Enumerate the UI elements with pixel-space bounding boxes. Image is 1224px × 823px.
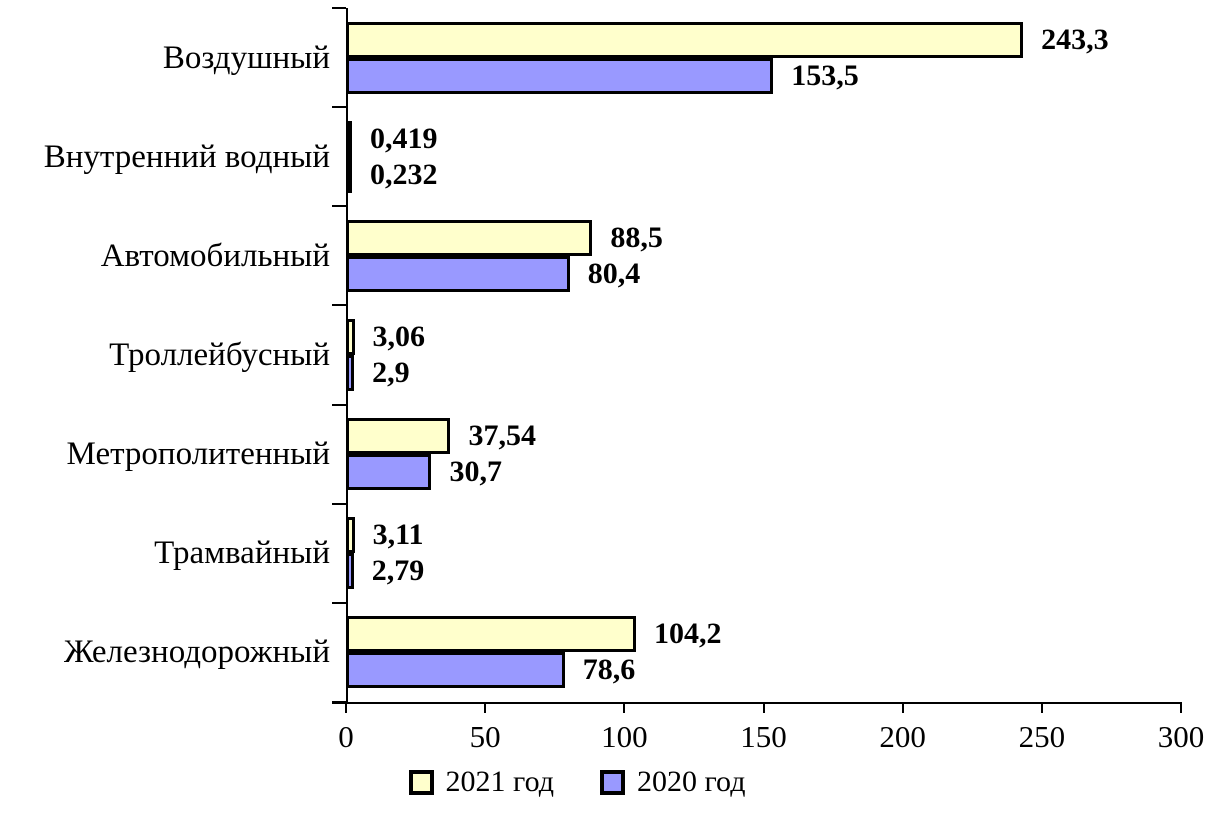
value-label: 80,4 bbox=[587, 256, 641, 290]
x-axis-tick bbox=[345, 702, 347, 713]
category-label: Трамвайный bbox=[154, 535, 330, 572]
category-label: Троллейбусный bbox=[109, 337, 330, 373]
y-axis-tick bbox=[332, 7, 346, 9]
category-label: Метрополитенный bbox=[66, 436, 330, 473]
legend-item: 2020 год bbox=[600, 766, 745, 798]
x-tick-label: 250 bbox=[1018, 719, 1066, 754]
bar-2020-год bbox=[346, 156, 352, 193]
x-tick-label: 0 bbox=[338, 719, 354, 754]
x-axis-tick bbox=[484, 702, 487, 713]
x-axis-tick bbox=[901, 702, 904, 713]
bar-2020-год bbox=[346, 454, 432, 491]
x-axis-tick bbox=[762, 702, 765, 713]
legend: 2021 год 2020 год bbox=[0, 766, 1154, 798]
x-axis-tick bbox=[623, 702, 626, 713]
bar-2020-год bbox=[346, 355, 355, 391]
bar-2020-год bbox=[346, 652, 565, 689]
legend-label: 2021 год bbox=[445, 765, 554, 798]
value-label: 78,6 bbox=[582, 653, 636, 687]
bar-2021-год bbox=[346, 616, 637, 653]
bar-2020-год bbox=[346, 57, 774, 94]
value-label: 153,5 bbox=[791, 58, 859, 92]
value-label: 3,06 bbox=[372, 320, 426, 353]
x-tick-label: 300 bbox=[1157, 719, 1205, 754]
value-label: 0,232 bbox=[370, 157, 438, 191]
x-tick-label: 200 bbox=[879, 719, 926, 754]
legend-swatch-icon bbox=[600, 769, 625, 795]
bar-2021-год bbox=[346, 21, 1024, 58]
legend-swatch-icon bbox=[408, 769, 434, 795]
value-label: 0,419 bbox=[370, 121, 438, 155]
value-label: 3,11 bbox=[372, 518, 424, 552]
value-label: 104,2 bbox=[654, 617, 722, 651]
legend-label: 2020 год bbox=[637, 765, 746, 798]
y-axis-tick bbox=[332, 205, 346, 208]
category-label: Железнодорожный bbox=[63, 634, 330, 671]
y-axis-tick bbox=[332, 403, 346, 406]
legend-item: 2021 год bbox=[408, 765, 554, 798]
category-label: Воздушный bbox=[162, 39, 330, 76]
x-axis-line bbox=[332, 702, 1181, 704]
y-axis-tick bbox=[332, 502, 346, 505]
y-axis-tick bbox=[332, 106, 346, 109]
bar-2021-год bbox=[346, 517, 355, 554]
bar-2021-год bbox=[346, 120, 352, 157]
category-label: Внутренний водный bbox=[43, 138, 330, 175]
bar-2021-год bbox=[346, 418, 451, 455]
x-tick-label: 150 bbox=[740, 719, 787, 754]
bar-2020-год bbox=[346, 255, 570, 292]
y-axis-tick bbox=[332, 601, 346, 604]
value-label: 37,54 bbox=[468, 419, 536, 453]
bar-2020-год bbox=[346, 553, 354, 590]
x-tick-label: 50 bbox=[469, 719, 501, 754]
value-label: 30,7 bbox=[449, 455, 502, 489]
value-label: 2,9 bbox=[372, 356, 410, 389]
x-tick-label: 100 bbox=[601, 719, 648, 754]
value-label: 243,3 bbox=[1041, 22, 1109, 56]
y-axis-tick bbox=[332, 701, 346, 703]
value-label: 88,5 bbox=[610, 220, 663, 254]
category-label: Автомобильный bbox=[100, 237, 330, 274]
value-label: 2,79 bbox=[371, 554, 425, 588]
bar-2021-год bbox=[346, 319, 355, 355]
x-axis-tick bbox=[1040, 702, 1043, 713]
x-axis-tick bbox=[1180, 702, 1182, 713]
y-axis-tick bbox=[332, 304, 346, 307]
bar-2021-год bbox=[346, 219, 593, 256]
